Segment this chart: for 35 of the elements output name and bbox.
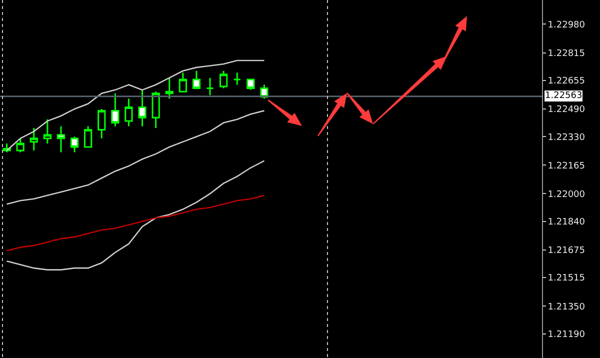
candlestick [192,70,201,89]
candlestick [16,138,24,153]
y-tick-label: 1.21350 [548,302,586,312]
line-series [6,60,265,152]
candlestick [30,127,38,152]
candlestick [70,136,79,153]
candlestick [98,108,106,140]
candlestick [206,77,214,96]
line-series [6,110,265,205]
line-series [6,194,265,252]
candlestick [138,89,146,127]
candlestick [152,90,160,129]
candlestick [84,126,92,148]
candlestick [220,70,228,89]
candlestick [56,126,66,153]
ref-line-label: 1.22563 [545,91,582,101]
y-tick-label: 1.22815 [548,48,586,59]
y-tick-label: 1.21840 [548,218,586,228]
candlestick [111,92,120,127]
candlestick [165,77,174,100]
candlestick [178,72,187,92]
y-tick-label: 1.22655 [548,76,586,87]
y-tick-label: 1.22980 [548,20,586,30]
y-tick-label: 1.22000 [548,190,586,200]
y-tick-label: 1.21515 [548,274,586,284]
y-tick-label: 1.22490 [548,105,586,116]
candlestick [124,98,133,127]
y-tick-label: 1.21675 [548,246,586,256]
line-series [6,160,265,270]
y-tick-label: 1.22165 [548,161,586,172]
candlestick [233,72,242,86]
candlestick [246,78,255,91]
y-tick-label: 1.22330 [548,132,586,143]
candlestick [43,118,52,144]
y-tick-label: 1.21190 [548,330,586,340]
